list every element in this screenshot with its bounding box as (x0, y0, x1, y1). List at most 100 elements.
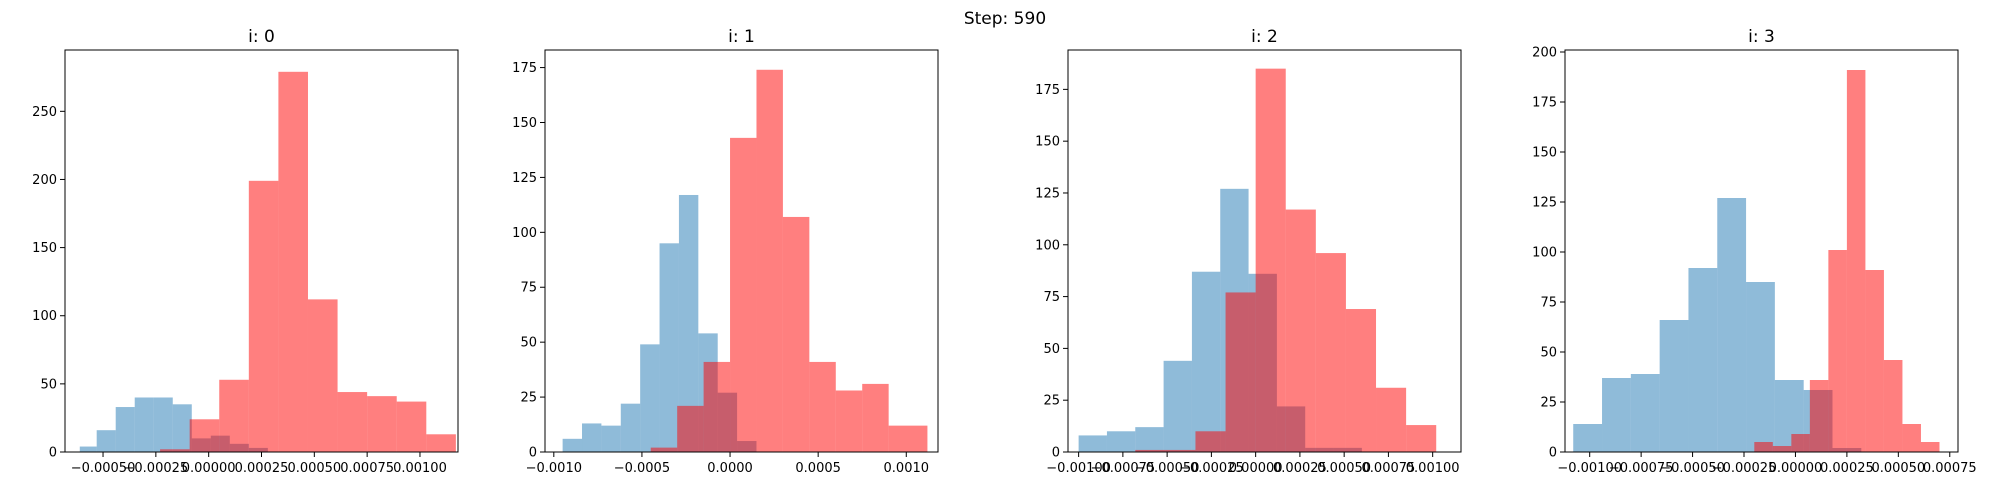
y-tick-label: 175 (512, 61, 537, 76)
x-tick-label: 0.00075 (1362, 461, 1416, 476)
bar-series1-8 (862, 383, 889, 452)
bar-series1-5 (307, 299, 338, 452)
x-tick-label: 0.00025 (1273, 461, 1327, 476)
x-tick-label: −0.00075 (1091, 461, 1156, 476)
y-tick-label: 125 (512, 171, 537, 186)
bar-series1-1 (189, 419, 220, 452)
y-tick-label: 200 (32, 173, 57, 188)
x-tick-label: −0.00050 (1135, 461, 1200, 476)
bar-series1-6 (337, 392, 368, 452)
y-tick-label: 150 (1035, 135, 1060, 150)
bar-series1-3 (1809, 380, 1829, 452)
bar-series1-5 (1846, 70, 1866, 452)
bar-series0-0 (79, 446, 97, 452)
bar-series1-2 (703, 361, 731, 452)
bar-series1-2 (219, 379, 249, 452)
x-tick-label: 0.00050 (1317, 461, 1371, 476)
bar-series0-6 (1746, 282, 1775, 452)
x-tick-label: 0.00025 (1820, 461, 1874, 476)
bar-series1-9 (1406, 425, 1437, 452)
y-tick-label: 150 (32, 241, 57, 256)
bar-series1-7 (1345, 309, 1377, 452)
bar-series0-4 (1688, 268, 1718, 452)
bar-series1-0 (160, 449, 190, 452)
bar-series1-7 (367, 396, 397, 452)
y-tick-label: 25 (1043, 394, 1060, 409)
x-tick-label: −0.00100 (1046, 461, 1111, 476)
y-tick-label: 150 (512, 116, 537, 131)
x-tick-label: 0.0000 (707, 461, 753, 476)
bar-series0-2 (1630, 374, 1660, 452)
bar-series1-8 (396, 401, 427, 452)
panel-title: i: 3 (1748, 27, 1775, 47)
y-tick-label: 125 (1532, 196, 1557, 211)
bar-series1-6 (1865, 270, 1884, 452)
x-tick-label: 0.00100 (393, 461, 447, 476)
bar-series1-1 (1772, 446, 1792, 452)
bar-series1-4 (1255, 68, 1286, 453)
axes-frame (1564, 49, 1959, 453)
x-tick-label: 0.00050 (1871, 461, 1925, 476)
y-tick-label: 200 (1532, 46, 1557, 61)
bar-series0-4 (640, 344, 660, 452)
y-tick-label: 50 (1540, 346, 1557, 361)
bar-series1-0 (650, 447, 678, 452)
bar-series0-1 (1106, 431, 1136, 452)
y-tick-label: 175 (1035, 83, 1060, 98)
x-tick-label: 0.0005 (795, 461, 841, 476)
x-tick-label: 0.00050 (287, 461, 341, 476)
bar-series0-5 (1717, 198, 1747, 452)
x-tick-label: 0.00075 (1923, 461, 1977, 476)
bar-series0-4 (153, 397, 173, 452)
y-tick-label: 75 (520, 281, 537, 296)
x-tick-label: 0.00100 (1406, 461, 1460, 476)
histogram-panel-1: i: 1 −0.0010 −0.0005 0.0000 0.0005 0.0010 0 25 5… (512, 27, 939, 476)
bar-series1-9 (888, 425, 928, 452)
bar-series1-1 (1165, 449, 1196, 452)
y-tick-label: 0 (49, 446, 57, 461)
y-tick-label: 100 (1532, 246, 1557, 261)
x-tick-label: 0.0010 (884, 461, 930, 476)
bar-series1-1 (677, 405, 704, 452)
panel-title: i: 2 (1251, 27, 1278, 47)
y-tick-label: 0 (1549, 446, 1557, 461)
x-tick-label: 0.00000 (182, 461, 236, 476)
bar-series0-1 (96, 430, 116, 452)
x-tick-label: −0.00050 (1660, 461, 1725, 476)
bar-series1-7 (835, 390, 863, 452)
x-tick-label: −0.0010 (526, 461, 582, 476)
bar-series0-0 (562, 438, 583, 452)
bar-series1-6 (809, 361, 836, 452)
figure-title: Step: 590 (964, 9, 1046, 29)
x-tick-label: −0.0005 (614, 461, 670, 476)
bar-series1-4 (1828, 250, 1847, 452)
bar-series1-9 (1920, 442, 1940, 452)
x-tick-label: 0.00025 (235, 461, 289, 476)
bar-series1-4 (278, 71, 308, 452)
y-tick-label: 25 (1540, 396, 1557, 411)
y-tick-label: 50 (40, 377, 57, 392)
bar-series0-6 (678, 194, 699, 452)
x-tick-label: 0.00000 (1769, 461, 1823, 476)
bar-series0-1 (1602, 378, 1631, 452)
y-tick-label: 75 (1043, 290, 1060, 305)
y-tick-label: 100 (1035, 238, 1060, 253)
bar-series1-8 (1902, 424, 1921, 452)
bar-series0-3 (134, 397, 154, 452)
bar-series1-3 (248, 180, 279, 452)
x-tick-label: −0.00025 (1179, 461, 1244, 476)
y-tick-label: 100 (32, 309, 57, 324)
y-tick-label: 50 (520, 336, 537, 351)
bar-series0-2 (115, 407, 135, 452)
x-tick-label: 0.00000 (1229, 461, 1283, 476)
bar-series1-2 (1195, 431, 1226, 452)
x-tick-label: 0.00075 (340, 461, 394, 476)
y-tick-label: 0 (1052, 446, 1060, 461)
bar-series1-8 (1376, 387, 1407, 452)
y-tick-label: 100 (512, 226, 537, 241)
x-tick-label: −0.00025 (124, 461, 189, 476)
bar-series0-2 (601, 425, 621, 452)
panel-title: i: 1 (728, 27, 755, 47)
